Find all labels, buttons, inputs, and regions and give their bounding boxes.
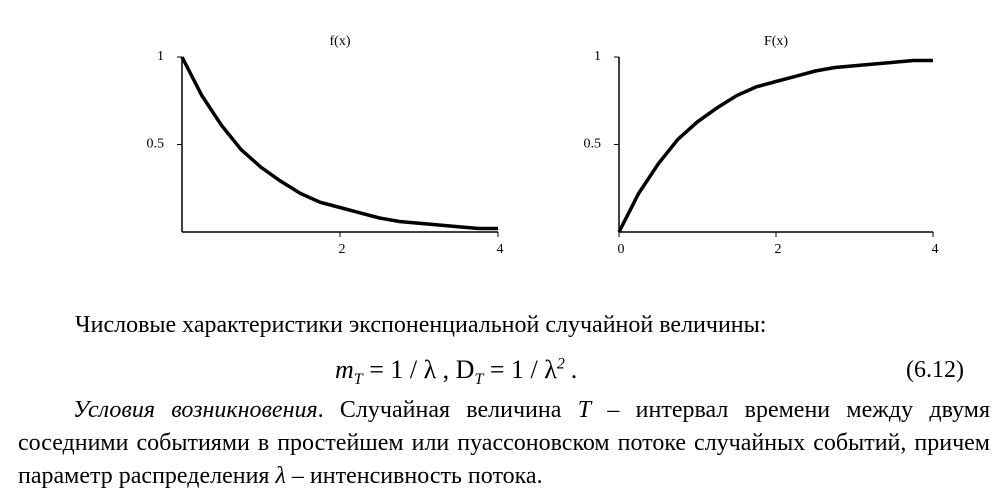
y-tick-label: 1	[157, 49, 164, 64]
equation-number: (6.12)	[906, 357, 964, 383]
formula: mT = 1 / λ , DT = 1 / λ2 .	[335, 355, 578, 389]
text: . Случайная величина	[317, 397, 578, 423]
text: – интервал времени между двумя соседними…	[18, 397, 990, 489]
variable: T	[577, 397, 592, 423]
line	[617, 58, 933, 233]
intro-text: Числовые характеристики экспоненциальной…	[75, 312, 767, 338]
formula-part: = 1 / λ , D	[369, 355, 475, 384]
y-tick-label: 0.5	[584, 137, 602, 152]
x-tick-label: 4	[932, 242, 939, 257]
variable: λ	[275, 463, 286, 489]
formula-sub: T	[474, 371, 484, 389]
y-tick-label: 1	[594, 49, 601, 64]
chart-title: f(x)	[330, 34, 351, 49]
charts: f(x) 0.5 1 2 4 F(x) 0.5 1 0 2 4	[147, 34, 939, 257]
x-tick-label: 2	[339, 242, 346, 257]
italic-lead: Условия возникновения	[73, 397, 318, 423]
y-tick-label: 0.5	[147, 137, 165, 152]
formula-part: .	[571, 355, 578, 384]
line	[180, 56, 498, 231]
x-tick-label: 2	[775, 242, 782, 257]
formula-part: m	[335, 355, 354, 384]
x-tick-label: 4	[497, 242, 504, 257]
x-tick-label: 0	[618, 242, 625, 257]
formula-sup: 2	[556, 355, 565, 373]
chart-title: F(x)	[764, 34, 788, 49]
text: – интенсивность потока.	[285, 463, 543, 489]
paragraph: Условия возникновения. Случайная величин…	[18, 394, 990, 493]
formula-part: = 1 / λ	[489, 355, 557, 384]
formula-sub: T	[353, 371, 363, 389]
